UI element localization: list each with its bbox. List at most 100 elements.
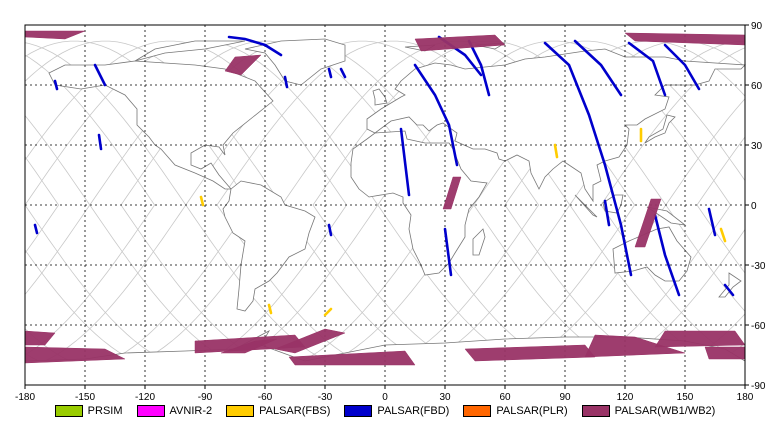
- legend-swatch: [136, 405, 165, 417]
- track-PALSAR(FBD): [399, 127, 411, 197]
- legend-item: PALSAR(PLR): [463, 405, 568, 417]
- legend-swatch: [226, 405, 255, 417]
- coastline: [134, 40, 246, 62]
- track-PALSAR(FBD): [413, 63, 459, 167]
- acquisition-swaths: [24, 30, 746, 366]
- track-PALSAR(FBD): [93, 63, 107, 87]
- track-PALSAR(FBD): [339, 67, 347, 79]
- x-tick-label: 30: [439, 392, 451, 403]
- track-PALSAR(FBD): [327, 223, 333, 237]
- orbit-track: [25, 156, 59, 206]
- y-tick-label: -60: [751, 321, 766, 332]
- y-tick-label: 90: [751, 21, 763, 32]
- legend: PRSIM AVNIR-2 PALSAR(FBS) PALSAR(FBD) PALSAR…: [0, 400, 770, 422]
- swath-PALSAR(WB1/WB2): [704, 346, 746, 360]
- x-tick-label: 180: [737, 392, 754, 403]
- y-tick-label: 60: [751, 81, 763, 92]
- coastline: [718, 272, 742, 298]
- legend-label: PALSAR(FBS): [259, 405, 331, 417]
- legend-item: PALSAR(FBS): [226, 405, 330, 417]
- swath-PALSAR(WB1/WB2): [634, 198, 662, 248]
- swath-PALSAR(WB1/WB2): [288, 350, 416, 366]
- track-PALSAR(FBD): [53, 79, 59, 91]
- graticule: [25, 25, 745, 385]
- x-axis-ticks: -180 -150 -120 -90 -60 -30 0 30 60 90 120 150 180: [15, 385, 754, 403]
- track-PALSAR(FBS): [267, 303, 273, 315]
- x-tick-label: -150: [75, 392, 95, 403]
- swath-PALSAR(WB1/WB2): [414, 34, 506, 52]
- track-PALSAR(FBD): [573, 39, 623, 97]
- swath-PALSAR(WB1/WB2): [224, 54, 262, 76]
- x-tick-label: -30: [318, 392, 333, 403]
- y-tick-label: -30: [751, 261, 766, 272]
- swath-PALSAR(WB1/WB2): [24, 30, 86, 40]
- coastline: [574, 194, 598, 218]
- legend-item: AVNIR-2: [136, 405, 213, 417]
- track-PALSAR(FBD): [33, 223, 39, 235]
- coastline: [472, 228, 486, 256]
- track-PALSAR(FBD): [327, 67, 333, 79]
- swath-PALSAR(WB1/WB2): [274, 328, 346, 354]
- track-PALSAR(FBD): [603, 199, 611, 227]
- x-tick-label: -90: [198, 392, 213, 403]
- track-PALSAR(FBS): [323, 307, 333, 317]
- legend-label: PALSAR(PLR): [496, 405, 568, 417]
- y-tick-label: 0: [751, 201, 757, 212]
- legend-label: PRSIM: [87, 405, 123, 417]
- track-PALSAR(FBD): [723, 283, 735, 297]
- x-tick-label: 60: [499, 392, 511, 403]
- y-axis-ticks: 90 60 30 0 -30 -60 -90: [745, 21, 766, 392]
- track-PALSAR(FBD): [707, 207, 717, 237]
- coastline: [222, 180, 316, 312]
- track-PALSAR(FBD): [543, 41, 633, 277]
- swath-PALSAR(WB1/WB2): [220, 338, 278, 354]
- swath-PALSAR(WB1/WB2): [442, 176, 462, 210]
- legend-label: PALSAR(FBD): [377, 405, 450, 417]
- x-tick-label: -180: [15, 392, 35, 403]
- track-PALSAR(FBD): [627, 41, 667, 97]
- orbit-track: [25, 204, 155, 356]
- coastline: [372, 88, 388, 106]
- legend-item: PALSAR(FBD): [344, 405, 449, 417]
- x-tick-label: -60: [258, 392, 273, 403]
- track-PALSAR(FBS): [719, 227, 727, 243]
- orbit-track: [216, 40, 745, 370]
- orbit-track: [25, 54, 155, 206]
- track-PALSAR(FBD): [283, 75, 289, 89]
- swath-PALSAR(WB1/WB2): [654, 330, 746, 348]
- legend-label: AVNIR-2: [169, 405, 213, 417]
- y-tick-label: 30: [751, 141, 763, 152]
- x-tick-label: 150: [677, 392, 694, 403]
- coastline: [366, 48, 746, 203]
- swath-PALSAR(WB1/WB2): [624, 32, 746, 46]
- orbit-track: [25, 204, 59, 254]
- legend-swatch: [463, 405, 492, 417]
- coastline: [244, 38, 346, 86]
- track-PALSAR(FBD): [97, 133, 103, 151]
- swath-PALSAR(WB1/WB2): [584, 334, 686, 358]
- track-PALSAR(FBS): [553, 143, 559, 159]
- track-PALSAR(FBD): [653, 213, 681, 297]
- coastline: [644, 114, 676, 144]
- track-PALSAR(FBD): [443, 227, 453, 277]
- track-PALSAR(FBD): [663, 43, 701, 91]
- track-PALSAR(FBD): [467, 39, 491, 97]
- y-tick-label: -90: [751, 381, 766, 392]
- x-tick-label: 90: [559, 392, 571, 403]
- orbit-track: [25, 40, 347, 206]
- coastline: [350, 130, 488, 276]
- legend-item: PALSAR(WB1/WB2): [581, 405, 716, 417]
- track-PALSAR(FBD): [227, 35, 283, 57]
- legend-label: PALSAR(WB1/WB2): [614, 405, 716, 417]
- x-tick-label: 0: [382, 392, 388, 403]
- legend-swatch: [54, 405, 83, 417]
- legend-swatch: [344, 405, 373, 417]
- track-PALSAR(FBS): [199, 195, 205, 207]
- swath-PALSAR(WB1/WB2): [24, 330, 56, 346]
- swath-PALSAR(WB1/WB2): [464, 344, 596, 362]
- x-tick-label: -120: [135, 392, 155, 403]
- x-tick-label: 120: [617, 392, 634, 403]
- legend-item: PRSIM: [54, 405, 123, 417]
- orbit-track: [25, 204, 251, 370]
